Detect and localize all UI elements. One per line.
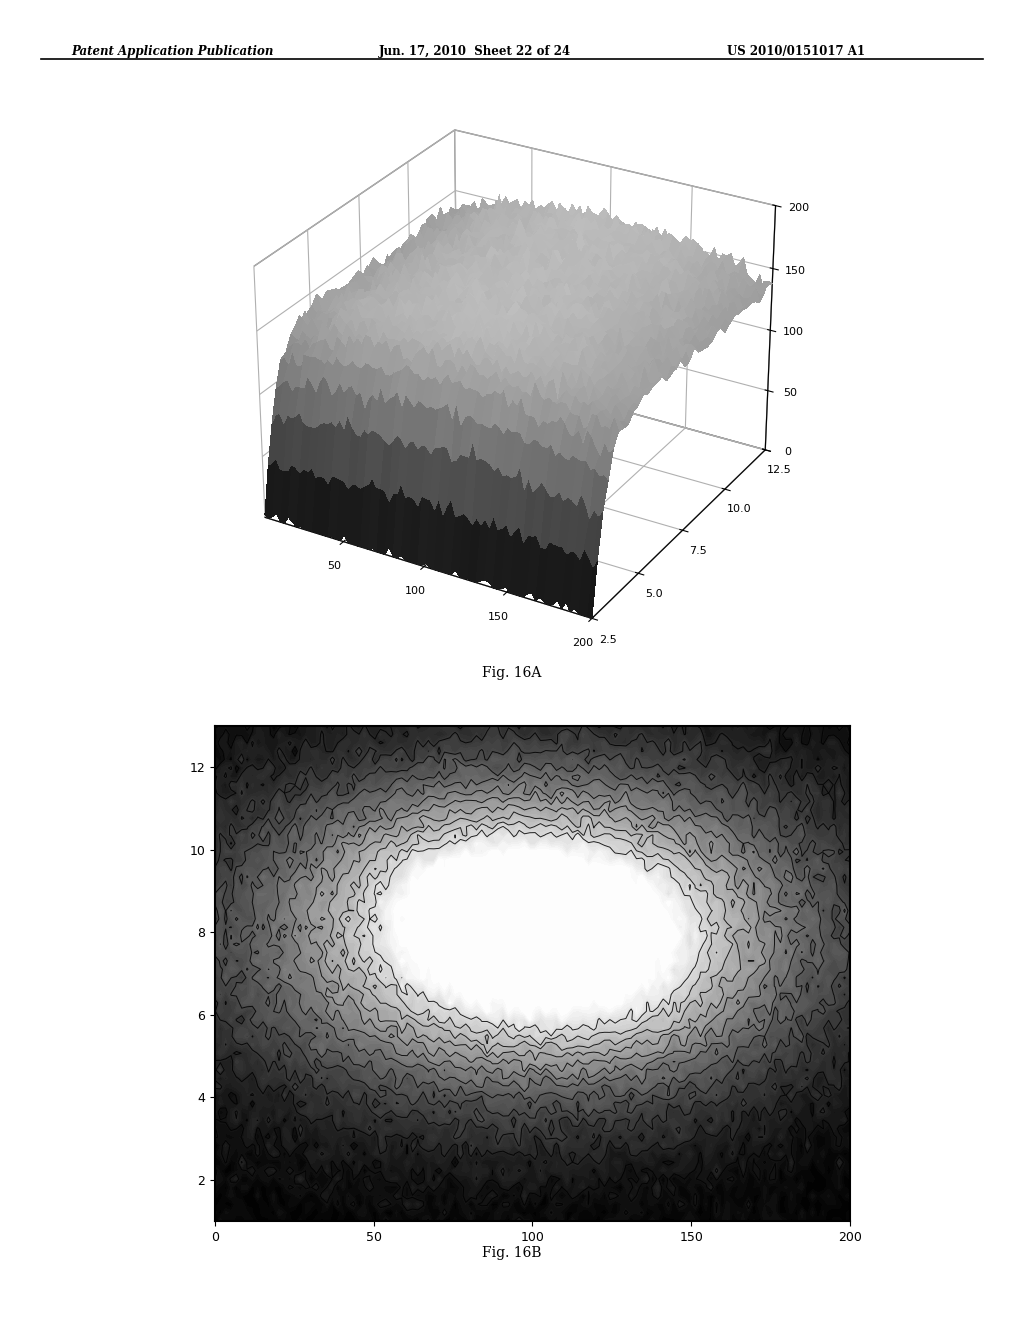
Text: Patent Application Publication: Patent Application Publication [72, 45, 274, 58]
Text: Fig. 16A: Fig. 16A [482, 667, 542, 680]
Text: Jun. 17, 2010  Sheet 22 of 24: Jun. 17, 2010 Sheet 22 of 24 [379, 45, 571, 58]
Text: US 2010/0151017 A1: US 2010/0151017 A1 [727, 45, 865, 58]
Text: Fig. 16B: Fig. 16B [482, 1246, 542, 1259]
